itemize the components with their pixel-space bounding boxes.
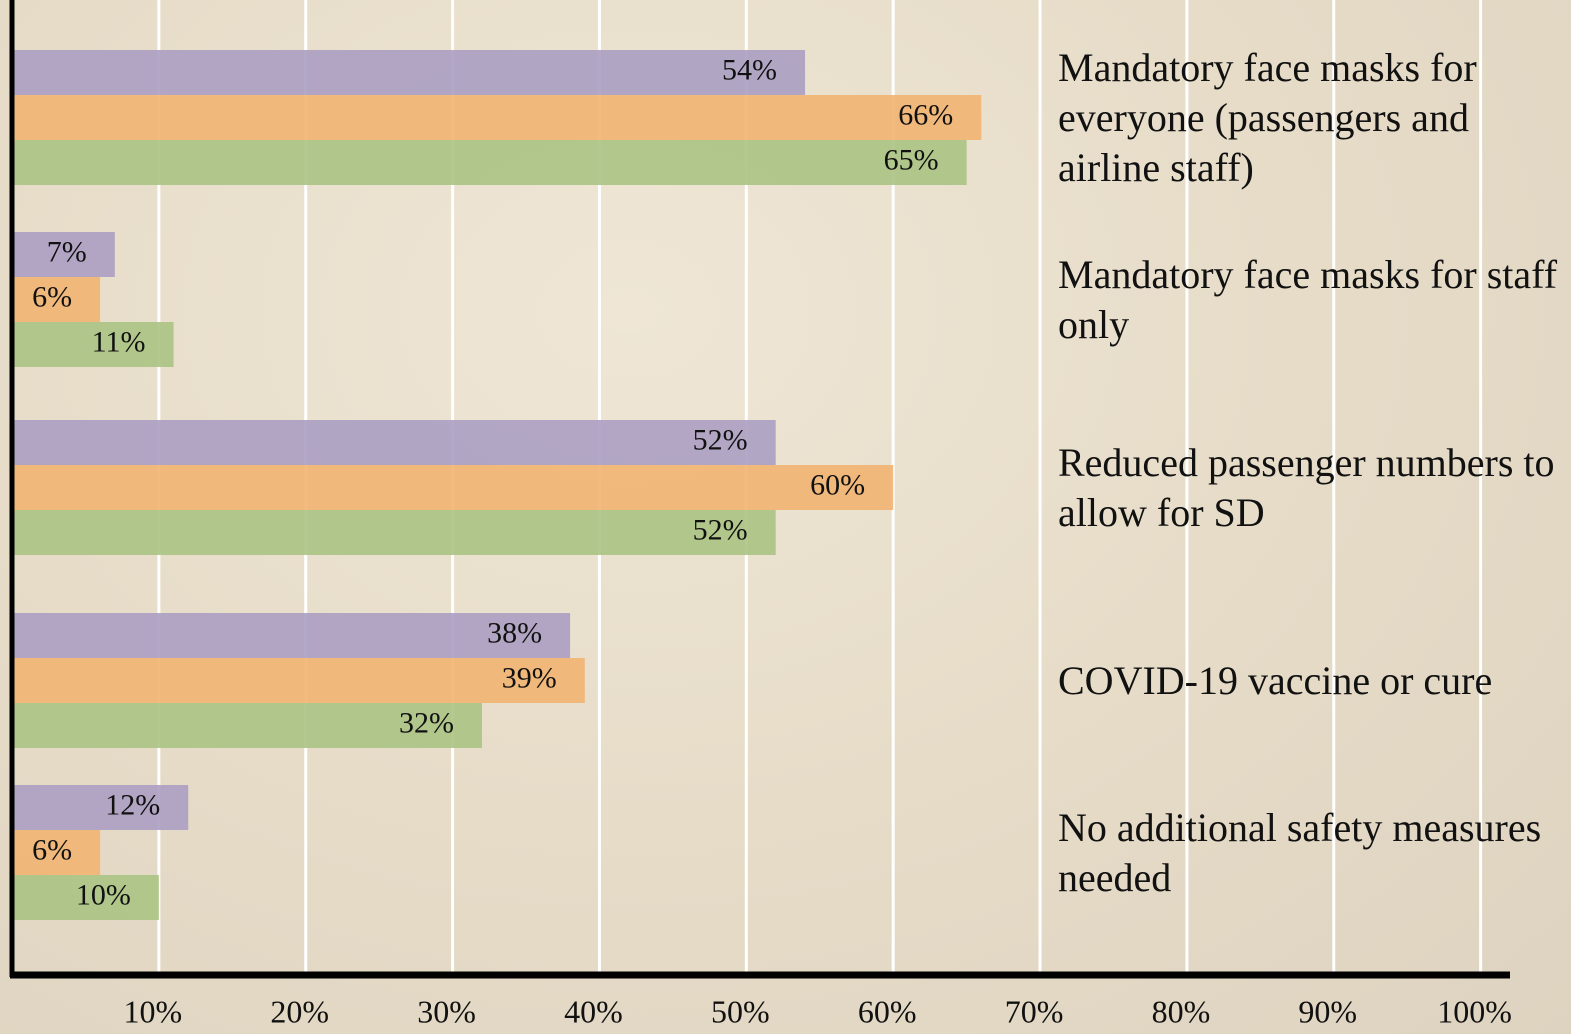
category-label: Mandatory face masks for staff only <box>1058 251 1558 347</box>
bar <box>12 420 776 465</box>
bar <box>12 830 101 875</box>
bar <box>12 140 967 185</box>
x-tick-label: 20% <box>270 993 329 1029</box>
category-label: Reduced passenger numbers to allow for S… <box>1058 439 1555 535</box>
value-label: 6% <box>32 833 72 866</box>
value-label: 10% <box>76 878 131 911</box>
value-label: 60% <box>810 468 865 501</box>
value-label: 32% <box>399 706 454 739</box>
value-label: 66% <box>898 98 953 131</box>
value-label: 52% <box>693 423 748 456</box>
value-label: 39% <box>502 661 557 694</box>
x-tick-label: 90% <box>1298 993 1357 1029</box>
x-tick-label: 50% <box>711 993 770 1029</box>
value-label: 12% <box>105 788 160 821</box>
category-label: COVID-19 vaccine or cure <box>1058 657 1493 703</box>
bar <box>12 95 982 140</box>
x-tick-label: 30% <box>417 993 476 1029</box>
bar <box>12 875 159 920</box>
x-tick-label: 100% <box>1437 993 1512 1029</box>
value-label: 11% <box>92 325 146 358</box>
x-tick-label: 10% <box>124 993 183 1029</box>
bar <box>12 703 482 748</box>
value-label: 65% <box>884 143 939 176</box>
bar <box>12 322 174 367</box>
category-label: Mandatory face masks for everyone (passe… <box>1058 44 1477 190</box>
bar <box>12 785 189 830</box>
bar <box>12 510 776 555</box>
bar <box>12 277 101 322</box>
value-label: 54% <box>722 53 777 86</box>
category-label: No additional safety measures needed <box>1058 804 1542 900</box>
x-tick-label: 70% <box>1005 993 1064 1029</box>
value-label: 6% <box>32 280 72 313</box>
x-tick-label: 60% <box>858 993 917 1029</box>
x-tick-label: 40% <box>564 993 623 1029</box>
bar <box>12 658 585 703</box>
bar <box>12 232 115 277</box>
bar <box>12 613 571 658</box>
bar <box>12 465 894 510</box>
value-label: 7% <box>47 235 87 268</box>
x-tick-label: 80% <box>1152 993 1211 1029</box>
value-label: 38% <box>487 616 542 649</box>
value-label: 52% <box>693 513 748 546</box>
bar <box>12 50 806 95</box>
